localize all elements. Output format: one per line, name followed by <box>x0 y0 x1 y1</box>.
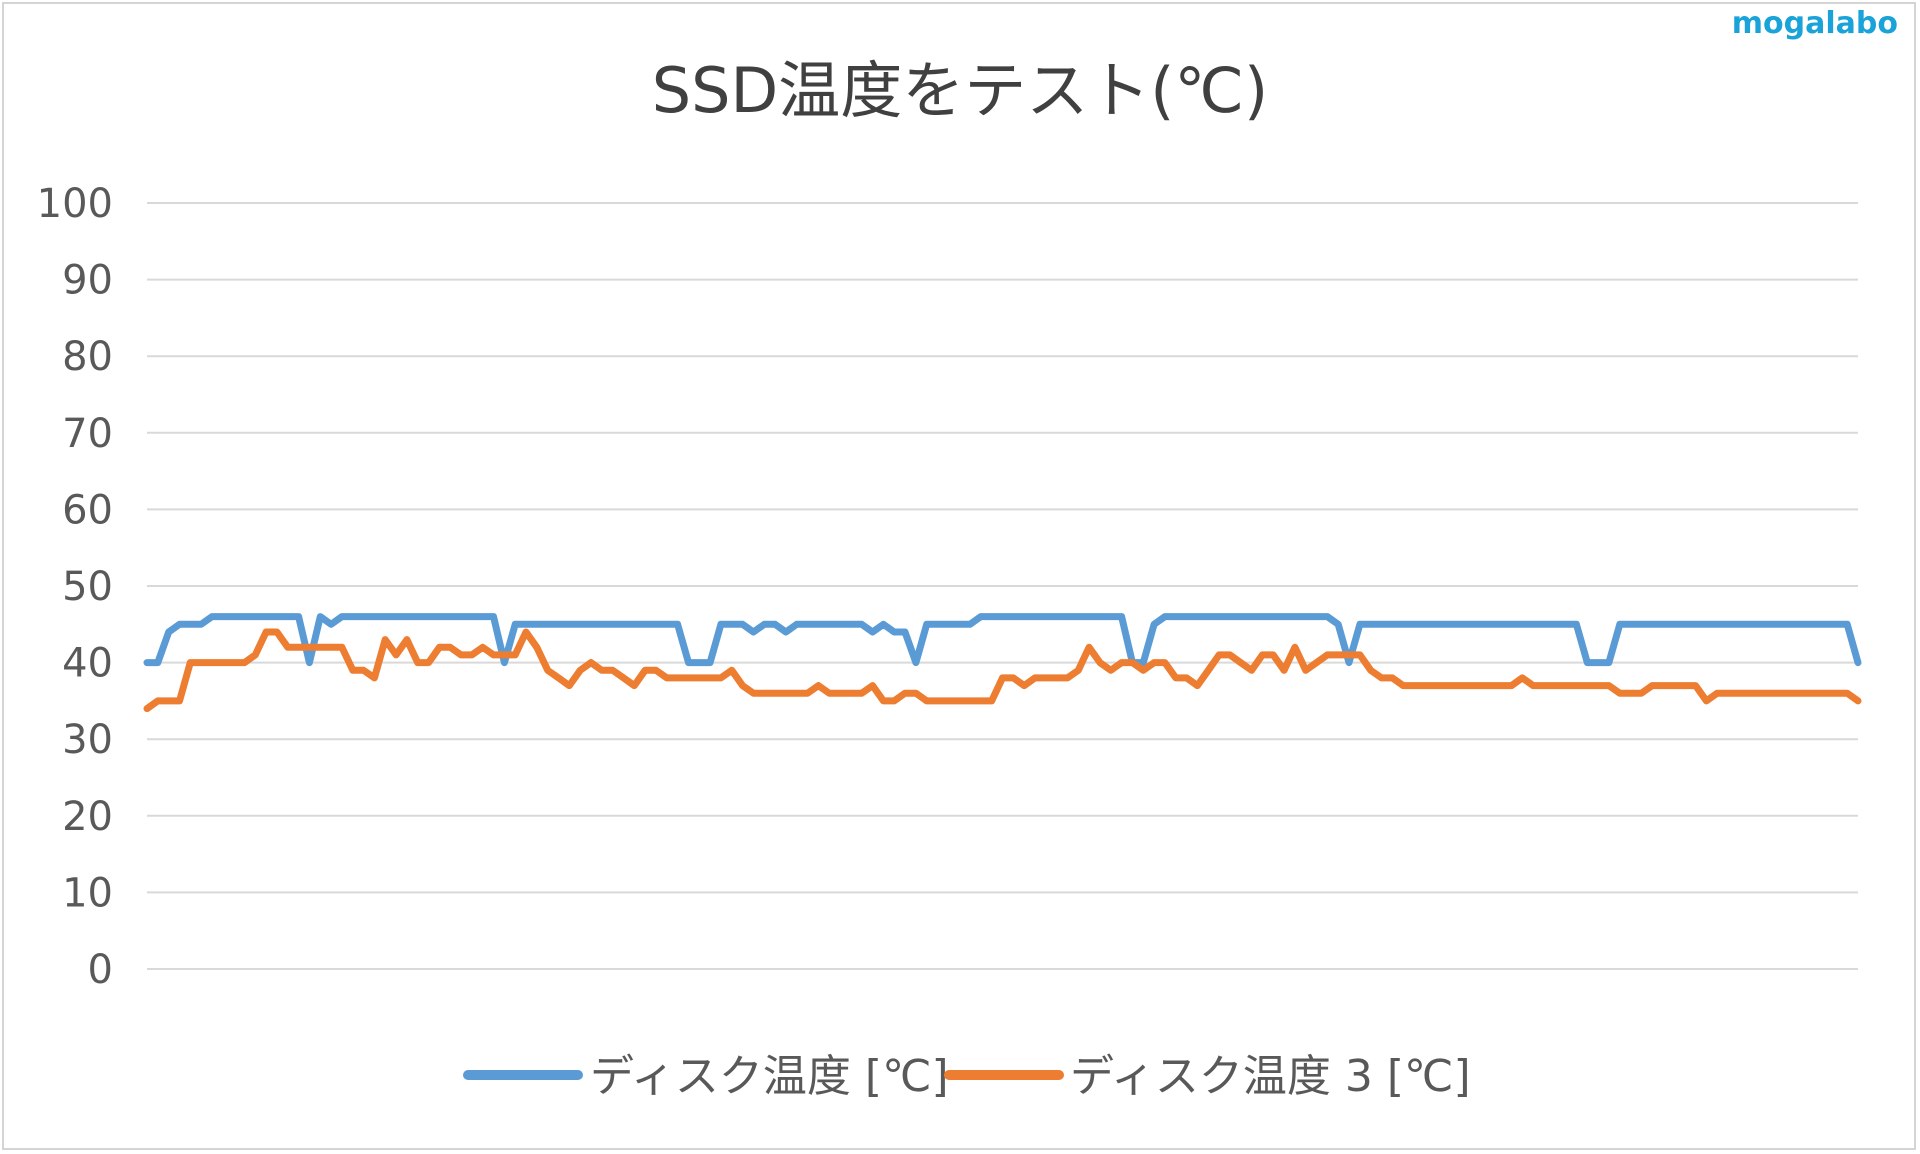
y-tick-label: 100 <box>37 181 113 227</box>
legend: ディスク温度 [℃] ディスク温度 3 [℃] <box>463 1051 1471 1102</box>
y-tick-label: 10 <box>62 870 113 916</box>
y-tick-label: 30 <box>62 717 113 763</box>
y-tick-label: 40 <box>62 641 113 687</box>
chart-title: SSD温度をテスト(℃) <box>652 54 1268 127</box>
watermark-logo: mogalabo <box>1731 6 1898 41</box>
y-axis-tick-labels: 0 10 20 30 40 50 60 70 80 90 100 <box>37 181 113 993</box>
y-tick-label: 60 <box>62 487 113 533</box>
y-tick-label: 70 <box>62 411 113 457</box>
y-tick-label: 0 <box>88 947 113 993</box>
series-lines <box>143 613 1862 713</box>
series-line-2 <box>143 628 1862 713</box>
y-tick-label: 90 <box>62 258 113 304</box>
y-tick-label: 50 <box>62 564 113 610</box>
gridlines <box>147 202 1858 970</box>
legend-label-2: ディスク温度 3 [℃] <box>1070 1051 1471 1102</box>
y-tick-label: 80 <box>62 334 113 380</box>
legend-label-1: ディスク温度 [℃] <box>590 1051 949 1102</box>
series-line-1 <box>143 613 1862 667</box>
y-tick-label: 20 <box>62 794 113 840</box>
